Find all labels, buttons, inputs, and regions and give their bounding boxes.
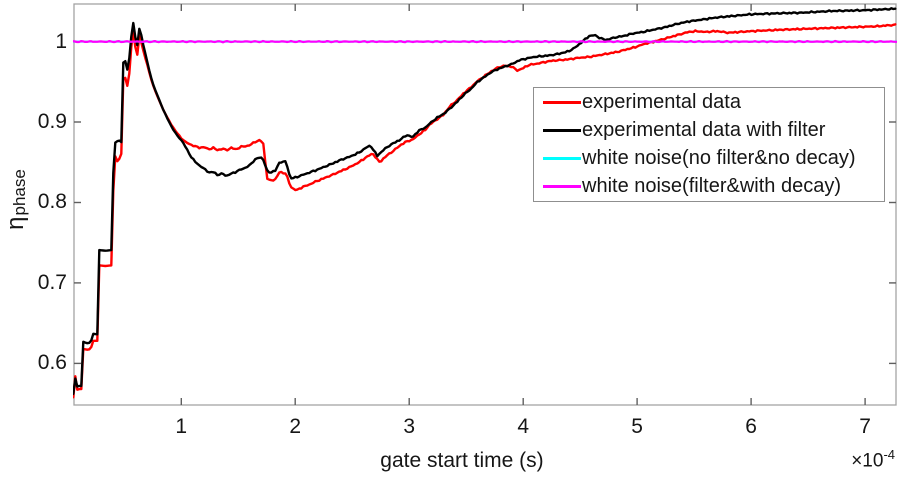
legend-label: white noise(filter&with decay) xyxy=(582,175,841,197)
y-tick-label: 0.9 xyxy=(37,110,67,134)
y-tick-label: 0.7 xyxy=(37,270,67,294)
x-exponent-power: -4 xyxy=(883,447,895,462)
series-experimental-data-with-filter xyxy=(73,7,897,396)
plot-area xyxy=(73,3,897,406)
x-tick-label: 7 xyxy=(859,415,871,438)
x-axis-label: gate start time (s) xyxy=(312,449,612,473)
legend-entry: experimental data xyxy=(534,89,884,116)
legend: experimental data experimental data with … xyxy=(533,87,885,202)
legend-entry: white noise(filter&with decay) xyxy=(534,173,884,200)
x-tick-label: 5 xyxy=(631,415,643,438)
series-experimental-data xyxy=(73,23,897,399)
y-axis-label-subscript: phase xyxy=(10,169,29,216)
series-white-noise-filter-with-decay- xyxy=(73,39,897,44)
legend-line-sample xyxy=(543,157,581,160)
legend-entry: white noise(no filter&no decay) xyxy=(534,145,884,172)
legend-line-sample xyxy=(543,101,581,104)
legend-entry: experimental data with filter xyxy=(534,117,884,144)
x-tick-label: 4 xyxy=(517,415,530,438)
y-tick-label: 0.8 xyxy=(37,190,67,214)
y-axis-label: η phase xyxy=(0,130,36,270)
x-tick-label: 2 xyxy=(289,415,302,438)
x-tick-label: 1 xyxy=(175,415,188,438)
y-tick-label: 1 xyxy=(55,29,67,53)
x-axis-label-text: gate start time (s) xyxy=(380,449,544,472)
legend-label: white noise(no filter&no decay) xyxy=(582,147,856,169)
legend-label: experimental data xyxy=(582,91,741,113)
y-axis-label-base: η xyxy=(2,216,29,230)
legend-line-sample xyxy=(543,129,581,132)
x-tick-label: 6 xyxy=(745,415,757,438)
x-axis-exponent: ×10-4 xyxy=(775,447,895,472)
legend-label: experimental data with filter xyxy=(582,119,826,141)
y-tick-label: 0.6 xyxy=(37,351,67,375)
legend-line-sample xyxy=(543,185,581,188)
x-tick-label: 3 xyxy=(403,415,416,438)
x-exponent-mantissa: ×10 xyxy=(851,450,884,472)
